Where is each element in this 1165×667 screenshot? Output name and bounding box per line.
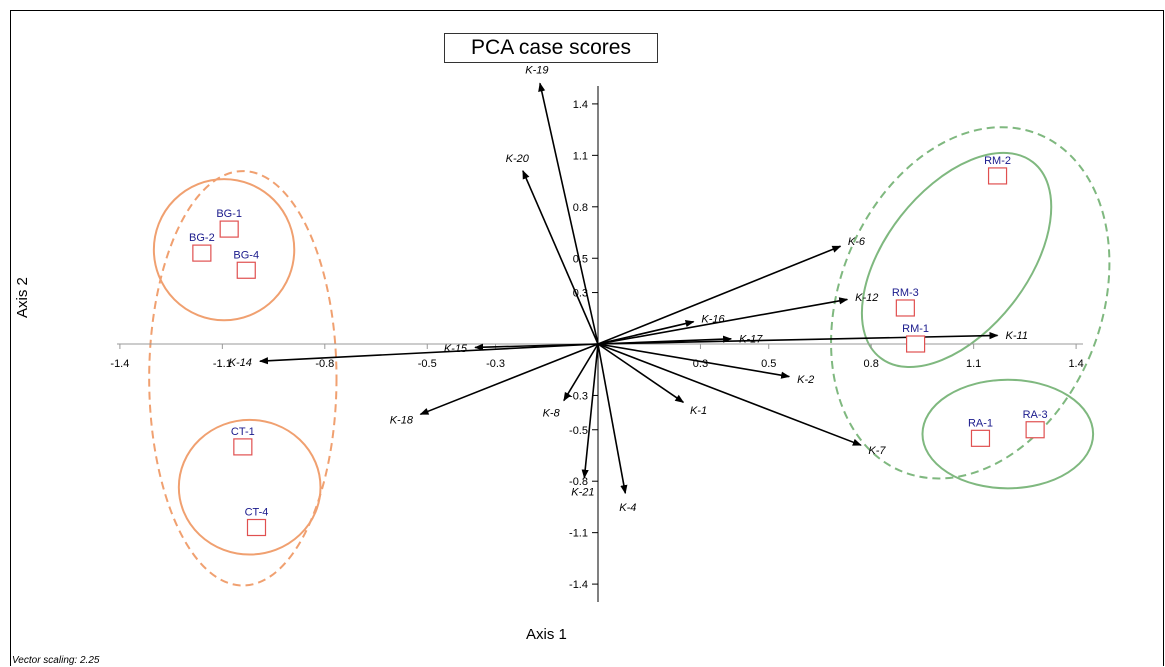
x-tick-label: -0.8 xyxy=(315,358,334,370)
vector-label: K-7 xyxy=(868,445,886,457)
cluster-ellipse-bg-ct xyxy=(148,170,338,587)
y-axis-label-text: Axis 2 xyxy=(14,277,31,318)
vector-label: K-16 xyxy=(701,314,725,326)
sample-marker xyxy=(219,220,239,238)
vector-label: K-18 xyxy=(390,414,414,426)
vector-arrow xyxy=(597,343,862,446)
vector-label: K-11 xyxy=(1006,330,1028,342)
vector-arrow xyxy=(597,343,685,403)
cluster-ellipse-rm xyxy=(860,151,1053,369)
x-tick-label: 1.1 xyxy=(966,358,981,370)
sample-marker xyxy=(236,261,256,279)
vector-arrow xyxy=(522,169,599,345)
y-tick-label: 1.1 xyxy=(573,150,588,162)
y-tick-label: 0.8 xyxy=(573,202,588,214)
sample-label: RA-1 xyxy=(968,417,993,429)
vector-label: K-8 xyxy=(543,408,561,420)
plot-frame xyxy=(10,10,1164,666)
cluster-ellipse-rm-ra xyxy=(830,126,1111,480)
sample-label: RM-1 xyxy=(902,323,929,335)
vector-label: K-6 xyxy=(848,236,866,248)
y-tick-label: -1.4 xyxy=(569,579,588,591)
vector-label: K-19 xyxy=(525,65,548,77)
vector-label: K-14 xyxy=(229,357,252,369)
x-tick-label: 0.8 xyxy=(864,358,879,370)
vector-label: K-17 xyxy=(739,333,763,345)
vector-arrow xyxy=(597,331,999,345)
sample-marker xyxy=(905,335,926,353)
vector-label: K-15 xyxy=(444,343,468,355)
sample-marker xyxy=(987,167,1008,185)
sample-marker xyxy=(192,244,212,262)
x-axis-label: Axis 1 xyxy=(526,626,567,643)
y-tick-label: -0.3 xyxy=(569,390,588,402)
sample-marker xyxy=(895,299,915,317)
x-tick-label: 0.5 xyxy=(761,358,776,370)
y-axis-label: Axis 2 xyxy=(14,277,31,318)
vector-label: K-12 xyxy=(855,292,878,304)
y-tick-label: 1.4 xyxy=(573,99,588,111)
y-tick-label: -1.1 xyxy=(569,528,588,540)
sample-label: BG-2 xyxy=(189,232,215,244)
vector-arrow xyxy=(597,343,791,379)
x-tick-label: 1.4 xyxy=(1068,358,1083,370)
x-tick-label: -1.1 xyxy=(213,358,232,370)
vector-arrow xyxy=(581,343,599,479)
vector-arrow xyxy=(597,245,842,345)
sample-label: CT-1 xyxy=(231,426,255,438)
sample-marker xyxy=(1025,421,1045,439)
sample-label: BG-1 xyxy=(216,208,242,220)
vector-arrow xyxy=(538,82,599,345)
vector-label: K-2 xyxy=(797,374,814,386)
vector-arrow xyxy=(597,343,628,495)
cluster-ellipse-bg xyxy=(152,178,296,322)
y-tick-label: -0.5 xyxy=(569,425,588,437)
y-tick-label: -0.8 xyxy=(569,476,588,488)
vector-scaling-note: Vector scaling: 2.25 xyxy=(12,655,100,666)
cluster-ellipse-ra xyxy=(921,378,1095,490)
vector-label: K-20 xyxy=(506,153,530,165)
sample-marker xyxy=(233,438,253,456)
vector-label: K-1 xyxy=(690,405,707,417)
x-tick-label: -0.3 xyxy=(486,358,505,370)
y-tick-label: 0.3 xyxy=(573,288,588,300)
sample-marker xyxy=(970,429,991,447)
sample-marker xyxy=(246,518,267,537)
sample-label: CT-4 xyxy=(245,507,269,519)
vector-label: K-4 xyxy=(619,502,636,514)
sample-label: RA-3 xyxy=(1023,409,1048,421)
chart-title: PCA case scores xyxy=(444,33,658,63)
vector-arrow xyxy=(597,297,849,345)
y-tick-label: 0.5 xyxy=(573,253,588,265)
vector-arrow xyxy=(259,343,599,365)
vector-label: K-21 xyxy=(571,487,594,499)
cluster-ellipse-ct xyxy=(177,418,322,556)
sample-label: RM-3 xyxy=(892,287,919,299)
x-tick-label: -1.4 xyxy=(110,358,129,370)
vector-arrow xyxy=(597,320,695,345)
sample-label: RM-2 xyxy=(984,155,1011,167)
vector-arrow xyxy=(563,343,599,402)
x-tick-label: -0.5 xyxy=(418,358,437,370)
vector-arrow xyxy=(419,343,599,416)
sample-label: BG-4 xyxy=(233,249,259,261)
